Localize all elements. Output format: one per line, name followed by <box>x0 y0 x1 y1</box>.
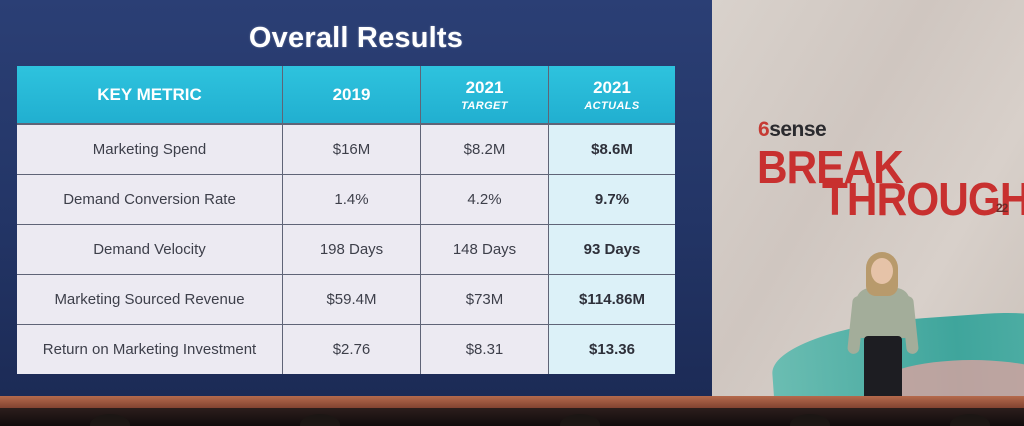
logo-mark: 6 <box>758 118 770 141</box>
audience-head <box>790 414 830 426</box>
stage-edge <box>0 396 1024 410</box>
audience-head <box>90 414 130 426</box>
presenter-face <box>871 258 893 284</box>
header-2019: 2019 <box>283 66 421 123</box>
actuals-2021-cell: 93 Days <box>549 225 675 274</box>
header-sublabel: ACTUALS <box>584 99 640 112</box>
actuals-2021-cell: $114.86M <box>549 275 675 324</box>
audience-area <box>0 408 1024 426</box>
table-row: Return on Marketing Investment $2.76 $8.… <box>17 325 675 374</box>
presenter-figure <box>847 252 919 412</box>
presenter-top <box>856 288 910 338</box>
presentation-screen: Overall Results KEY METRIC 2019 2021 TAR… <box>0 0 712 396</box>
header-label: 2021 <box>593 77 631 97</box>
results-table: KEY METRIC 2019 2021 TARGET 2021 ACTUALS… <box>17 66 675 374</box>
target-2021-cell: $73M <box>421 275 549 324</box>
metric-cell: Return on Marketing Investment <box>17 325 283 374</box>
slide-title: Overall Results <box>248 22 464 54</box>
header-key-metric: KEY METRIC <box>17 66 283 123</box>
audience-head <box>300 414 340 426</box>
target-2021-cell: $8.31 <box>421 325 549 374</box>
metric-cell: Demand Conversion Rate <box>17 175 283 224</box>
target-2021-cell: $8.2M <box>421 125 549 174</box>
header-label: KEY METRIC <box>97 84 202 104</box>
value-2019-cell: $16M <box>283 125 421 174</box>
table-row: Demand Velocity 198 Days 148 Days 93 Day… <box>17 225 675 274</box>
table-row: Marketing Spend $16M $8.2M $8.6M <box>17 125 675 174</box>
sixsense-logo: 6sense <box>758 118 827 142</box>
table-row: Demand Conversion Rate 1.4% 4.2% 9.7% <box>17 175 675 224</box>
brand-word-break: BREAK <box>757 141 904 193</box>
actuals-2021-cell: $13.36 <box>549 325 675 374</box>
brand-word-through: THROUGH <box>822 173 1024 225</box>
metric-cell: Demand Velocity <box>17 225 283 274</box>
value-2019-cell: $59.4M <box>283 275 421 324</box>
target-2021-cell: 4.2% <box>421 175 549 224</box>
metric-cell: Marketing Sourced Revenue <box>17 275 283 324</box>
target-2021-cell: 148 Days <box>421 225 549 274</box>
header-sublabel: TARGET <box>461 99 508 112</box>
header-label: 2019 <box>332 84 371 104</box>
header-2021-actuals: 2021 ACTUALS <box>549 66 675 123</box>
header-2021-target: 2021 TARGET <box>421 66 549 123</box>
logo-text: sense <box>769 118 827 141</box>
value-2019-cell: $2.76 <box>283 325 421 374</box>
actuals-2021-cell: 9.7% <box>549 175 675 224</box>
table-header-row: KEY METRIC 2019 2021 TARGET 2021 ACTUALS <box>17 66 675 123</box>
header-label: 2021 <box>465 77 504 97</box>
value-2019-cell: 198 Days <box>283 225 421 274</box>
actuals-2021-cell: $8.6M <box>549 125 675 174</box>
value-2019-cell: 1.4% <box>283 175 421 224</box>
metric-cell: Marketing Spend <box>17 125 283 174</box>
audience-head <box>560 414 600 426</box>
table-row: Marketing Sourced Revenue $59.4M $73M $1… <box>17 275 675 324</box>
audience-head <box>950 414 990 426</box>
brand-edition: 22 <box>996 201 1008 215</box>
